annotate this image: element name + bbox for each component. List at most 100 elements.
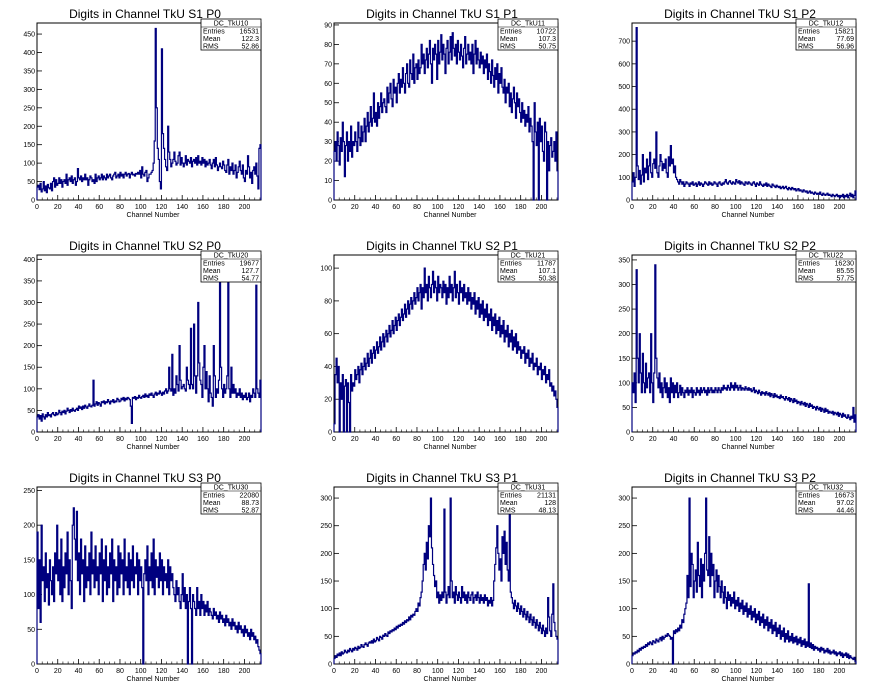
- x-tick-label: 20: [649, 436, 657, 443]
- x-tick-label: 180: [515, 668, 527, 675]
- x-tick-label: 180: [813, 204, 825, 211]
- x-tick-label: 200: [536, 436, 548, 443]
- x-tick-label: 180: [218, 204, 230, 211]
- x-tick-label: 80: [711, 436, 719, 443]
- y-tick-label: 50: [27, 408, 35, 415]
- x-tick-label: 160: [197, 436, 209, 443]
- stats-mean-value: 88.73: [241, 500, 259, 507]
- y-tick-label: 0: [626, 662, 630, 669]
- stats-mean-value: 128: [544, 500, 556, 507]
- y-tick-label: 50: [324, 100, 332, 107]
- y-tick-label: 250: [23, 105, 35, 112]
- x-tick-label: 160: [197, 668, 209, 675]
- y-tick-label: 0: [328, 198, 332, 205]
- y-tick-label: 0: [31, 198, 35, 205]
- x-tick-label: 200: [834, 668, 846, 675]
- y-tick-label: 350: [23, 68, 35, 75]
- x-tick-label: 80: [116, 668, 124, 675]
- stats-entries-label: Entries: [500, 29, 522, 36]
- y-tick-label: 50: [27, 179, 35, 186]
- y-tick-label: 300: [320, 496, 332, 503]
- stats-mean-value: 107.3: [538, 36, 556, 43]
- plot-frame: [631, 486, 857, 665]
- y-tick-label: 250: [618, 307, 630, 314]
- stats-rms-value: 52.87: [241, 508, 259, 515]
- plot-frame: [36, 22, 262, 201]
- x-tick-label: 180: [515, 204, 527, 211]
- x-tick-label: 140: [473, 668, 485, 675]
- x-tick-label: 100: [432, 436, 444, 443]
- x-tick-label: 120: [453, 204, 465, 211]
- stats-box-frame: [200, 18, 262, 51]
- histogram-panel: Digits in Channel TkU S2 P0 0 20 40 60 80 100 1…: [23, 239, 262, 451]
- x-tick-label: 40: [75, 436, 83, 443]
- stats-entries-label: Entries: [798, 29, 820, 36]
- stats-mean-label: Mean: [500, 36, 518, 43]
- panel-title: Digits in Channel TkU S3 P0: [69, 471, 221, 485]
- x-tick-label: 160: [197, 204, 209, 211]
- stats-name: DC_TkU11: [511, 21, 545, 28]
- x-tick-label: 200: [239, 668, 251, 675]
- y-tick-label: 150: [23, 365, 35, 372]
- stats-entries-value: 16230: [835, 261, 855, 268]
- stats-name: DC_TkU20: [214, 253, 249, 260]
- x-tick-label: 60: [392, 436, 400, 443]
- y-tick-label: 150: [23, 142, 35, 149]
- y-tick-label: 100: [320, 266, 332, 273]
- x-tick-label: 60: [690, 668, 698, 675]
- x-tick-label: 120: [751, 436, 763, 443]
- stats-rms-value: 56.96: [836, 44, 854, 51]
- stats-name: DC_TkU10: [214, 21, 249, 28]
- histogram-series: [631, 26, 857, 200]
- x-tick-label: 80: [413, 204, 421, 211]
- x-axis-label: Channel Number: [722, 444, 776, 451]
- stats-rms-value: 52.86: [241, 44, 259, 51]
- stats-entries-label: Entries: [798, 493, 820, 500]
- x-tick-label: 200: [834, 204, 846, 211]
- panel-title: Digits in Channel TkU S1 P2: [664, 7, 816, 21]
- histogram-panel: Digits in Channel TkU S1 P2 0 20 40 60 80 100 1…: [618, 7, 857, 219]
- y-tick-label: 300: [23, 87, 35, 94]
- stats-mean-value: 107.1: [538, 268, 556, 275]
- y-tick-label: 0: [328, 430, 332, 437]
- stats-mean-value: 122.3: [241, 36, 259, 43]
- stats-rms-value: 50.38: [538, 276, 556, 283]
- y-tick-label: 700: [618, 39, 630, 46]
- y-tick-label: 500: [618, 84, 630, 91]
- x-axis-label: Channel Number: [127, 676, 181, 683]
- x-tick-label: 180: [813, 436, 825, 443]
- x-tick-label: 80: [413, 436, 421, 443]
- y-tick-label: 350: [618, 257, 630, 264]
- x-tick-label: 80: [413, 668, 421, 675]
- stats-rms-label: RMS: [203, 44, 219, 51]
- y-tick-label: 50: [324, 634, 332, 641]
- histogram-panel: Digits in Channel TkU S1 P10 20 40 60 80 100 1…: [324, 7, 559, 219]
- stats-box-frame: [795, 482, 857, 515]
- histogram-panel: Digits in Channel TkU S3 P0 0 20 40 60 80 100 1…: [23, 471, 262, 683]
- y-tick-label: 450: [23, 32, 35, 39]
- x-axis-label: Channel Number: [722, 212, 776, 219]
- histogram-series: [333, 497, 559, 664]
- x-tick-label: 40: [372, 204, 380, 211]
- y-tick-label: 400: [23, 50, 35, 57]
- stats-rms-label: RMS: [798, 508, 814, 515]
- stats-entries-value: 21131: [537, 493, 556, 500]
- stats-entries-label: Entries: [500, 261, 522, 268]
- stats-mean-label: Mean: [203, 268, 221, 275]
- x-tick-label: 160: [792, 436, 804, 443]
- y-tick-label: 50: [622, 634, 630, 641]
- y-tick-label: 20: [324, 397, 332, 404]
- y-tick-label: 0: [626, 198, 630, 205]
- stats-rms-value: 54.77: [241, 276, 259, 283]
- stats-entries-value: 19677: [240, 261, 260, 268]
- y-tick-label: 300: [618, 282, 630, 289]
- x-tick-label: 140: [176, 436, 188, 443]
- x-tick-label: 160: [494, 204, 506, 211]
- stats-name: DC_TkU21: [511, 253, 546, 260]
- x-tick-label: 100: [135, 204, 147, 211]
- plot-frame: [631, 22, 857, 201]
